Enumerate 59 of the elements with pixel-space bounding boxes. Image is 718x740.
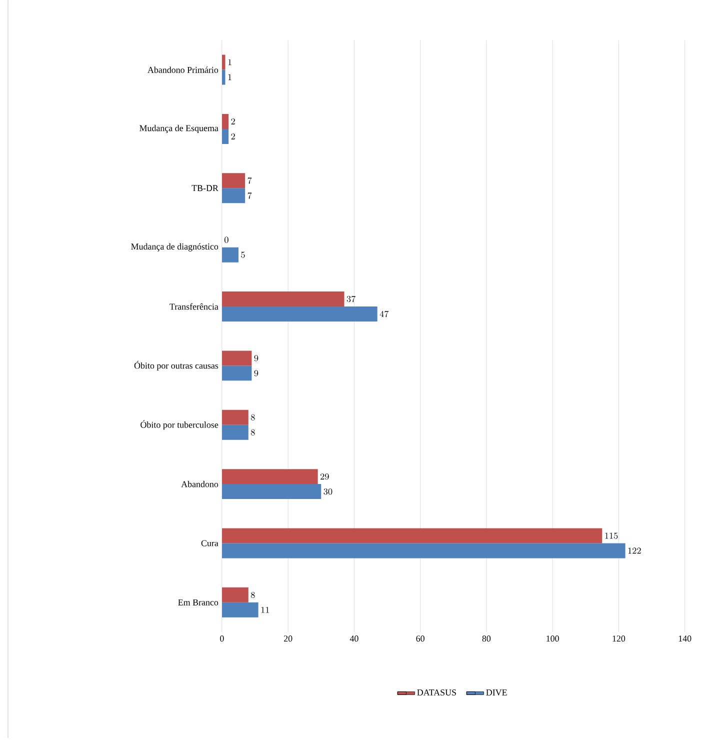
y-tick-label: Cura [201,540,218,546]
bar [222,469,318,484]
data-label: 0 [224,236,228,243]
bar [222,484,322,500]
bar [222,70,226,85]
data-label: 2 [231,133,235,140]
y-tick-label: Abandono Primário [148,66,218,73]
bar [222,587,248,602]
data-label: 1 [228,74,232,80]
data-label: 5 [241,252,245,258]
legend-label: DATASUS [417,689,456,696]
bar [222,528,602,544]
data-label: 8 [251,429,255,436]
bar [222,188,246,204]
y-tick-label: Transferência [170,303,218,310]
data-label: 37 [346,296,356,302]
x-tick-label: 0 [220,636,224,642]
y-tick-label: TB-DR [192,185,219,192]
bar [222,114,229,129]
y-tick-label: Em Branco [178,599,218,606]
x-tick-label: 100 [546,636,560,642]
x-tick-label: 20 [284,636,292,642]
x-tick-label: 80 [482,636,491,642]
y-tick-label: Abandono [181,480,218,488]
bar [222,602,258,618]
bar [222,543,626,558]
bar [222,306,378,322]
y-tick-label: Mudança de Esquema [140,124,218,134]
data-label: 11 [261,606,270,613]
bar [222,128,229,144]
data-label: 8 [251,592,255,598]
bar [222,173,246,188]
x-tick-label: 120 [612,636,626,642]
legend-label: DIVE [486,690,507,696]
bar [222,247,239,262]
bar [222,366,252,381]
data-label: 1 [228,59,232,66]
data-label: 9 [254,355,258,362]
bar [222,292,344,307]
x-tick-label: 60 [416,636,425,642]
data-label: 9 [254,370,258,376]
data-label: 115 [605,532,618,539]
data-label: 47 [380,310,389,318]
bar [222,424,248,440]
bar [222,54,226,70]
bar [222,410,248,425]
y-tick-label: Óbito por tuberculose [140,420,218,430]
y-tick-label: Mudança de diagnóstico [131,243,218,252]
x-tick-label: 140 [678,636,692,642]
bar [222,350,252,366]
data-label: 122 [628,548,641,554]
data-label: 30 [324,488,332,495]
data-label: 29 [320,473,329,480]
y-tick-label: Óbito por outras causas [134,360,218,370]
data-label: 7 [248,177,252,184]
data-label: 7 [248,192,252,199]
data-label: 2 [231,118,235,124]
data-label: 8 [251,414,255,420]
x-tick-label: 40 [350,636,358,642]
